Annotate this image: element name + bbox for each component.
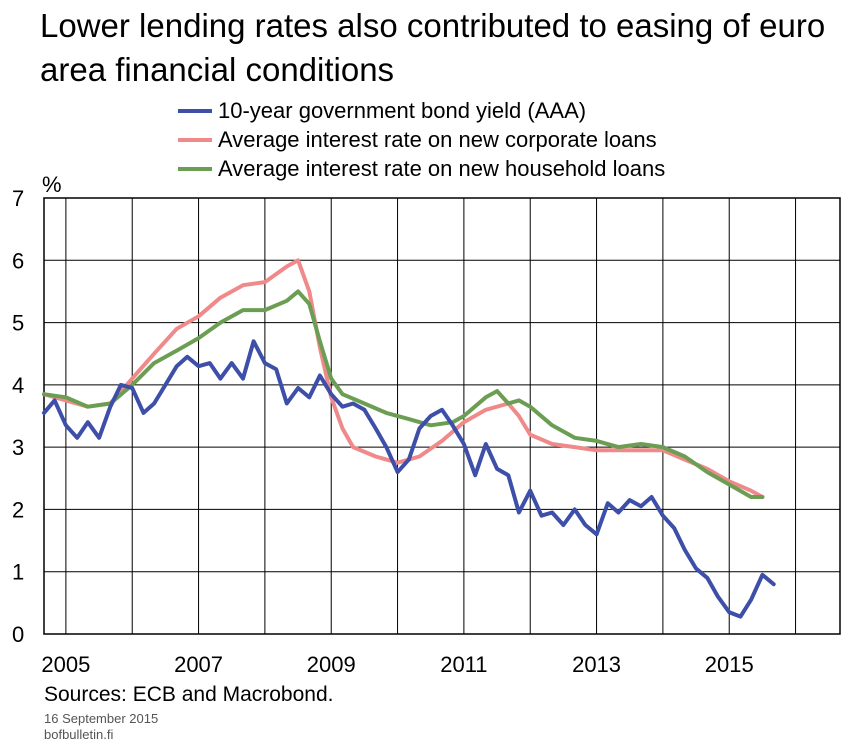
series-line-1 [42, 258, 765, 499]
x-tick-label: 2009 [307, 652, 356, 677]
y-axis-unit: % [42, 172, 62, 197]
legend-label-corporate: Average interest rate on new corporate l… [218, 126, 657, 152]
series-line-0 [42, 339, 776, 619]
x-tick-label: 2007 [174, 652, 223, 677]
chart-grid [43, 197, 841, 635]
x-tick-label: 2015 [705, 652, 754, 677]
y-tick-label: 5 [12, 311, 24, 336]
legend-swatch-household [178, 166, 212, 171]
y-tick-label: 3 [12, 435, 24, 460]
legend-label-household: Average interest rate on new household l… [218, 155, 666, 181]
x-tick-label: 2013 [572, 652, 621, 677]
y-tick-label: 4 [12, 373, 24, 398]
sources-note: Sources: ECB and Macrobond. [44, 683, 334, 706]
legend-item-household: Average interest rate on new household l… [178, 154, 665, 183]
y-tick-label: 0 [12, 622, 24, 647]
legend-item-corporate: Average interest rate on new corporate l… [178, 125, 665, 154]
legend-item-bond: 10-year government bond yield (AAA) [178, 96, 665, 125]
x-tick-label: 2005 [41, 652, 90, 677]
y-tick-label: 2 [12, 497, 24, 522]
y-tick-label: 1 [12, 560, 24, 585]
site-name: bofbulletin.fi [44, 727, 114, 742]
chart-legend: 10-year government bond yield (AAA) Aver… [178, 96, 665, 183]
x-tick-label: 2011 [440, 652, 487, 677]
legend-swatch-corporate [178, 137, 212, 142]
legend-swatch-bond [178, 108, 212, 113]
y-tick-label: 7 [12, 186, 24, 211]
plot-frame [43, 197, 841, 635]
chart-title: Lower lending rates also contributed to … [40, 7, 826, 88]
x-axis-ticks: 2005 2007 2009 2011 2013 2015 [41, 652, 753, 677]
legend-label-bond: 10-year government bond yield (AAA) [218, 97, 587, 123]
series-line-2 [42, 289, 765, 499]
y-tick-label: 6 [12, 248, 24, 273]
chart-series [42, 258, 776, 619]
publication-date: 16 September 2015 [44, 711, 159, 726]
y-axis-ticks: 0 1 2 3 4 5 6 7 [12, 186, 24, 647]
